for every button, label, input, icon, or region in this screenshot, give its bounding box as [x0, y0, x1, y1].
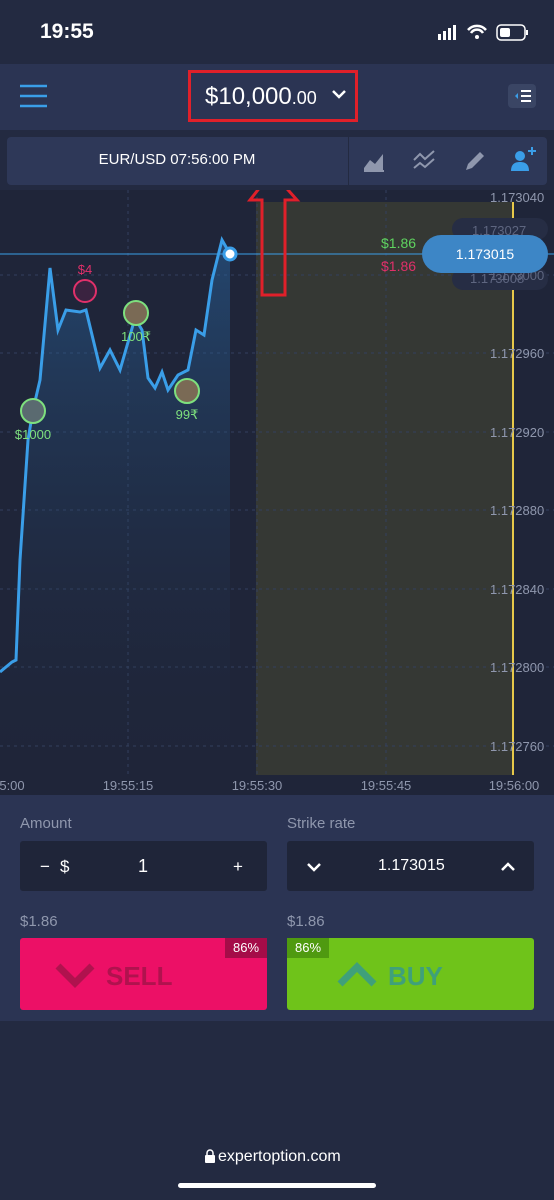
buy-icon	[337, 962, 377, 987]
divider	[348, 137, 349, 185]
tool-icons[interactable]	[362, 146, 542, 176]
menu-button[interactable]	[20, 84, 48, 108]
dropdown-icon[interactable]	[330, 88, 348, 102]
faded-label: 1.173008	[470, 271, 524, 286]
x-label: 19:55:15	[103, 778, 154, 793]
marker-label: $4	[78, 262, 92, 277]
price-chart: $4 $1000 100₹ 99₹ 1.173040 1.172960 1.17…	[0, 190, 554, 795]
toolbar	[7, 137, 547, 185]
minus-button[interactable]: −	[40, 857, 50, 876]
amount-input[interactable]	[20, 841, 267, 891]
x-label: 19:55:45	[361, 778, 412, 793]
lock-icon	[205, 1149, 215, 1163]
status-bar	[0, 0, 554, 64]
highlight-box	[188, 70, 358, 122]
balance[interactable]: $10,000.00	[205, 83, 317, 111]
strike-label: Strike rate	[287, 815, 356, 832]
y-label: 1.172880	[490, 503, 544, 518]
payout-up: $1.86	[381, 235, 416, 251]
strike-input[interactable]	[287, 841, 534, 891]
y-label: 1.172920	[490, 425, 544, 440]
buy-payout: $1.86	[287, 913, 325, 930]
y-label: 1.173040	[490, 190, 544, 205]
buy-percent: 86%	[287, 938, 329, 958]
y-axis: 1.173040 1.172960 1.172920 1.172880 1.17…	[490, 190, 544, 754]
x-axis: 5:00 19:55:15 19:55:30 19:55:45 19:56:00	[0, 778, 539, 793]
red-arrow	[246, 190, 301, 297]
y-label: 1.172760	[490, 739, 544, 754]
price-tag	[422, 235, 548, 273]
y-label: 1.172960	[490, 346, 544, 361]
marker-label: $1000	[15, 427, 51, 442]
faded-label: 1.173027	[472, 223, 526, 238]
sell-percent: 86%	[225, 938, 267, 958]
marker-label: 99₹	[176, 407, 199, 422]
buy-text: BUY	[388, 961, 443, 991]
sell-payout: $1.86	[20, 913, 58, 930]
currency: $	[60, 857, 70, 876]
price-tag-text: 1.173015	[456, 246, 515, 262]
amount-label: Amount	[20, 815, 72, 832]
balance-amount: $10,000	[205, 83, 292, 110]
sell-icon	[55, 963, 95, 988]
area-fill	[0, 240, 230, 775]
current-point	[222, 246, 238, 262]
x-label: 19:55:30	[232, 778, 283, 793]
expiry-zone	[256, 202, 513, 775]
payout-down: $1.86	[381, 258, 416, 274]
markers: $4 $1000 100₹ 99₹	[15, 262, 200, 442]
strike-value: 1.173015	[378, 857, 445, 874]
strike-arrows[interactable]	[305, 859, 525, 875]
marker-label: 100₹	[121, 329, 151, 344]
sell-text: SELL	[106, 961, 173, 991]
y-label: 1.172840	[490, 582, 544, 597]
price-line	[0, 236, 232, 674]
home-indicator	[178, 1183, 376, 1188]
plus-button[interactable]: +	[233, 857, 243, 876]
panel-icon	[515, 90, 531, 102]
status-icons	[438, 24, 528, 41]
x-label: 5:00	[0, 778, 25, 793]
y-label: 1.172800	[490, 660, 544, 675]
url: expertoption.com	[218, 1148, 341, 1165]
amount-value: 1	[138, 856, 149, 876]
clock: 19:55	[40, 20, 94, 43]
balance-cents: .00	[291, 88, 317, 108]
x-label: 19:56:00	[489, 778, 540, 793]
asset-selector[interactable]: EUR/USD 07:56:00 PM	[98, 151, 256, 168]
